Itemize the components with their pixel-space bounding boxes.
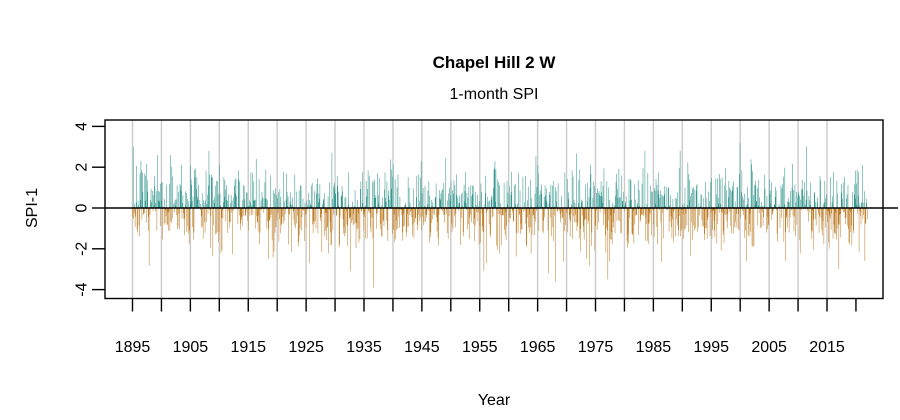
chart-subtitle: 1-month SPI [450,86,539,103]
y-axis-title: SPI-1 [24,188,41,228]
x-tick-label: 1975 [578,339,614,356]
negative-bars-path [132,208,868,288]
x-tick-label: 1965 [520,339,556,356]
y-tick-label: -4 [74,282,91,296]
x-tick-label: 1905 [173,339,209,356]
y-tick-label: 4 [74,122,91,131]
y-tick-label: 0 [74,203,91,212]
x-tick-label: 2015 [809,339,845,356]
y-tick-label: 2 [74,163,91,172]
y-tick-label: -2 [74,242,91,256]
chart-title: Chapel Hill 2 W [433,53,557,72]
x-tick-label: 2005 [751,339,787,356]
x-tick-label: 1935 [346,339,382,356]
x-tick-label: 1995 [693,339,729,356]
bars-layer [132,142,868,288]
positive-bars-path [132,142,868,208]
x-tick-label: 1955 [462,339,498,356]
x-axis-title: Year [478,392,511,409]
x-tick-label: 1945 [404,339,440,356]
x-tick-label: 1985 [636,339,672,356]
plot-box [104,119,884,300]
x-tick-label: 1895 [115,339,151,356]
x-tick-label: 1915 [230,339,266,356]
x-tick-label: 1925 [288,339,324,356]
x-axis: 1895 1905 1915 1925 1935 1945 1955 1965 1975 1985… [115,298,857,356]
y-axis: 4 2 0 -2 -4 [74,122,105,297]
